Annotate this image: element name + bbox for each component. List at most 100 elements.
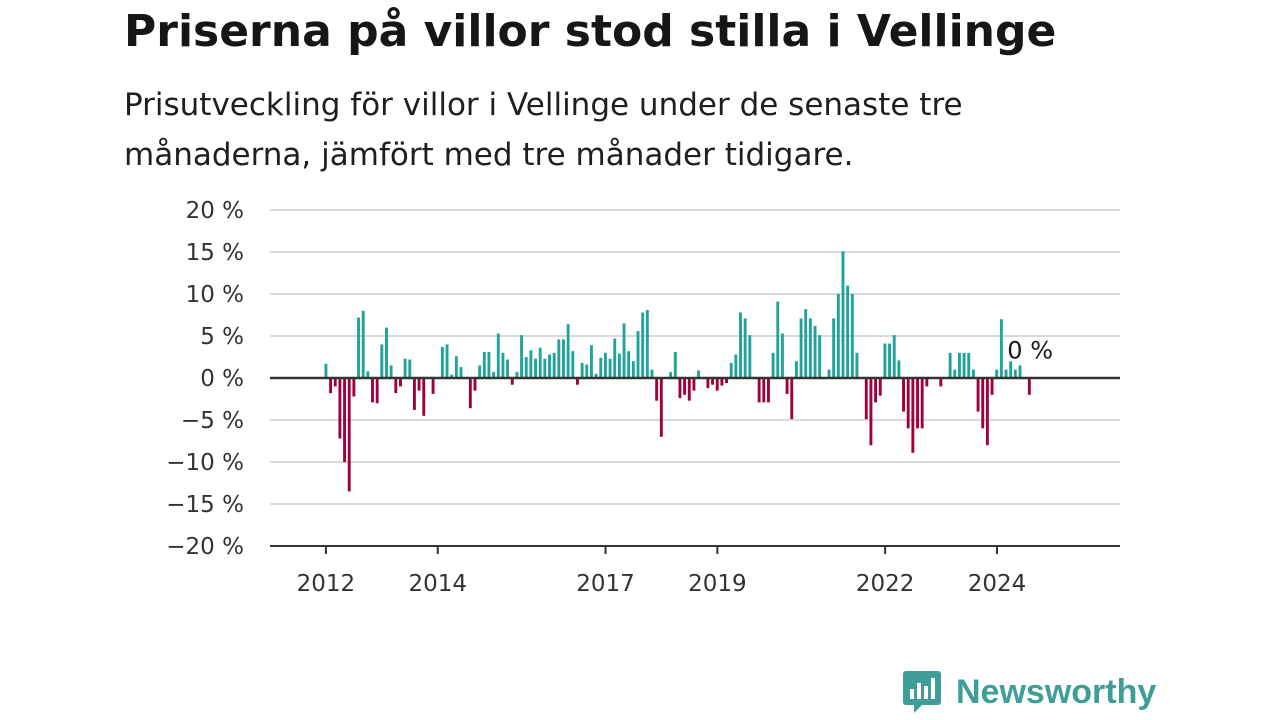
- bar: [645, 309, 649, 378]
- bar: [478, 365, 482, 378]
- bar: [636, 330, 640, 378]
- bar: [916, 378, 919, 429]
- bar: [571, 351, 575, 378]
- bar: [585, 364, 589, 378]
- bar: [562, 339, 565, 378]
- bar: [431, 378, 435, 394]
- bar: [799, 318, 803, 378]
- bar: [510, 378, 514, 385]
- bar: [911, 378, 915, 453]
- bar: [999, 319, 1003, 378]
- bar: [650, 369, 654, 378]
- grid-lines: [270, 209, 1120, 505]
- x-tick-label: 2019: [688, 571, 747, 597]
- bar: [832, 318, 836, 378]
- bar: [673, 351, 677, 378]
- bar: [613, 338, 617, 378]
- bar: [501, 352, 505, 378]
- bar: [818, 335, 822, 378]
- bar: [403, 358, 407, 378]
- y-tick-label: 0 %: [200, 366, 244, 392]
- bar: [790, 378, 794, 420]
- x-axis-ticks: 2012 2014 2017 2019 2022 2024: [297, 546, 1026, 597]
- bar: [357, 317, 360, 378]
- bar: [552, 352, 556, 378]
- brand-name: Newsworthy: [956, 672, 1157, 711]
- bar: [506, 359, 510, 378]
- bar: [603, 352, 607, 378]
- bar: [808, 318, 812, 378]
- bar: [445, 344, 449, 378]
- bar: [762, 378, 766, 403]
- y-tick-label: 15 %: [186, 240, 244, 266]
- bar: [534, 358, 537, 378]
- x-tick-label: 2014: [408, 571, 467, 597]
- bar: [804, 309, 808, 378]
- bar: [878, 378, 882, 396]
- x-tick-label: 2022: [856, 571, 915, 597]
- bar: [459, 367, 463, 378]
- bar-chart: 20 % 15 % 10 % 5 % 0 % −5 % −10 % −15 % −20 % 20…: [166, 198, 1120, 597]
- bar: [683, 378, 687, 395]
- bar: [482, 351, 486, 378]
- newsworthy-logo-icon: [903, 671, 941, 713]
- bar: [971, 369, 975, 378]
- bar: [725, 378, 728, 384]
- bar: [958, 352, 961, 378]
- bar: [655, 378, 659, 401]
- bar: [594, 373, 598, 378]
- bar: [734, 354, 738, 378]
- bar: [371, 378, 374, 403]
- bar: [1009, 361, 1013, 378]
- y-tick-label: 5 %: [200, 324, 244, 350]
- bar: [599, 357, 603, 378]
- bar: [450, 374, 454, 378]
- bar: [692, 378, 696, 391]
- bar: [627, 351, 631, 378]
- bar: [566, 324, 570, 378]
- bar: [641, 312, 645, 378]
- bar: [874, 378, 878, 403]
- bar: [715, 378, 719, 391]
- bar: [794, 361, 798, 378]
- bar: [962, 352, 966, 378]
- bar: [939, 378, 943, 387]
- bar: [711, 378, 714, 385]
- bar: [557, 339, 561, 378]
- bar: [846, 285, 850, 378]
- bar: [985, 378, 989, 446]
- bar: [739, 312, 742, 378]
- bar: [473, 378, 477, 391]
- bar: [366, 371, 370, 378]
- bar: [697, 370, 701, 378]
- bar: [417, 378, 421, 391]
- bar: [748, 335, 752, 378]
- bar: [925, 378, 929, 387]
- bar: [850, 294, 854, 378]
- bar: [827, 369, 831, 378]
- bar: [608, 358, 612, 378]
- bar: [902, 378, 905, 412]
- bar: [324, 363, 328, 378]
- bar: [347, 378, 351, 492]
- bar: [1013, 369, 1017, 378]
- y-tick-label: −10 %: [166, 450, 244, 476]
- bar: [883, 343, 887, 378]
- bar: [352, 378, 356, 397]
- bar: [981, 378, 985, 429]
- bar: [771, 352, 775, 378]
- bar: [836, 294, 840, 378]
- bar: [785, 378, 789, 394]
- bar: [892, 335, 896, 378]
- bar: [385, 327, 388, 378]
- bar: [343, 378, 346, 462]
- bar: [375, 378, 379, 404]
- bar: [906, 378, 910, 429]
- bar: [995, 369, 999, 378]
- bar: [548, 354, 551, 378]
- bar: [329, 378, 333, 394]
- bar: [729, 362, 733, 378]
- bar: [580, 362, 584, 378]
- bar: [888, 343, 892, 378]
- bar: [841, 251, 845, 378]
